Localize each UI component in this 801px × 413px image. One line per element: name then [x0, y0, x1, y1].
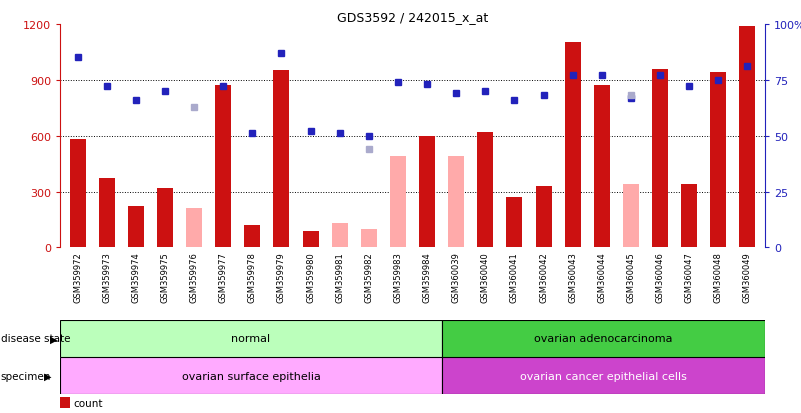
Bar	[70, 140, 86, 248]
Text: GSM360046: GSM360046	[655, 251, 665, 302]
Bar	[477, 133, 493, 248]
Title: GDS3592 / 242015_x_at: GDS3592 / 242015_x_at	[337, 11, 488, 24]
Bar	[506, 197, 522, 248]
Text: ovarian surface epithelia: ovarian surface epithelia	[182, 371, 320, 381]
Text: GSM359975: GSM359975	[160, 251, 170, 302]
Text: GSM360043: GSM360043	[568, 251, 578, 302]
Bar	[419, 136, 435, 248]
Bar	[128, 207, 144, 248]
Text: GSM359983: GSM359983	[393, 251, 402, 302]
Bar	[449, 157, 465, 248]
Text: normal: normal	[231, 334, 271, 344]
Bar	[360, 229, 376, 248]
Text: GSM360049: GSM360049	[743, 251, 752, 302]
Bar	[565, 43, 581, 248]
Text: ovarian cancer epithelial cells: ovarian cancer epithelial cells	[520, 371, 686, 381]
Text: GSM359980: GSM359980	[306, 251, 315, 302]
Bar	[442, 320, 765, 357]
Text: GSM359981: GSM359981	[335, 251, 344, 302]
Text: disease state: disease state	[1, 334, 70, 344]
Bar	[442, 357, 765, 394]
Text: ▶: ▶	[44, 371, 51, 381]
Bar	[244, 225, 260, 248]
Bar	[303, 231, 319, 248]
Text: GSM359972: GSM359972	[73, 251, 82, 302]
Text: GSM359979: GSM359979	[277, 251, 286, 302]
Bar	[594, 86, 610, 248]
Text: GSM359974: GSM359974	[131, 251, 140, 302]
Text: GSM360045: GSM360045	[626, 251, 635, 302]
Text: GSM360041: GSM360041	[510, 251, 519, 302]
Text: GSM359973: GSM359973	[103, 251, 111, 302]
Bar	[60, 357, 442, 394]
Text: count: count	[73, 398, 103, 408]
Bar	[186, 209, 202, 248]
Bar	[390, 157, 406, 248]
Text: GSM360047: GSM360047	[685, 251, 694, 302]
Bar	[60, 320, 442, 357]
Bar	[157, 188, 173, 248]
Bar	[273, 71, 289, 248]
Bar	[652, 69, 668, 248]
Text: GSM360042: GSM360042	[539, 251, 548, 302]
Text: GSM360048: GSM360048	[714, 251, 723, 302]
Text: GSM359977: GSM359977	[219, 251, 227, 302]
Bar	[332, 224, 348, 248]
Text: GSM359984: GSM359984	[423, 251, 432, 302]
Text: GSM360039: GSM360039	[452, 251, 461, 302]
Bar	[710, 73, 727, 248]
Text: GSM360044: GSM360044	[598, 251, 606, 302]
Text: ▶: ▶	[50, 334, 58, 344]
Bar	[215, 86, 231, 248]
Bar	[739, 27, 755, 248]
Text: GSM359976: GSM359976	[190, 251, 199, 302]
Bar	[536, 187, 552, 248]
Text: specimen: specimen	[1, 371, 51, 381]
Bar	[99, 179, 115, 248]
Text: GSM359982: GSM359982	[364, 251, 373, 302]
Text: GSM360040: GSM360040	[481, 251, 490, 302]
Bar	[623, 185, 639, 248]
Text: ovarian adenocarcinoma: ovarian adenocarcinoma	[534, 334, 673, 344]
Text: GSM359978: GSM359978	[248, 251, 257, 302]
Bar	[681, 185, 697, 248]
